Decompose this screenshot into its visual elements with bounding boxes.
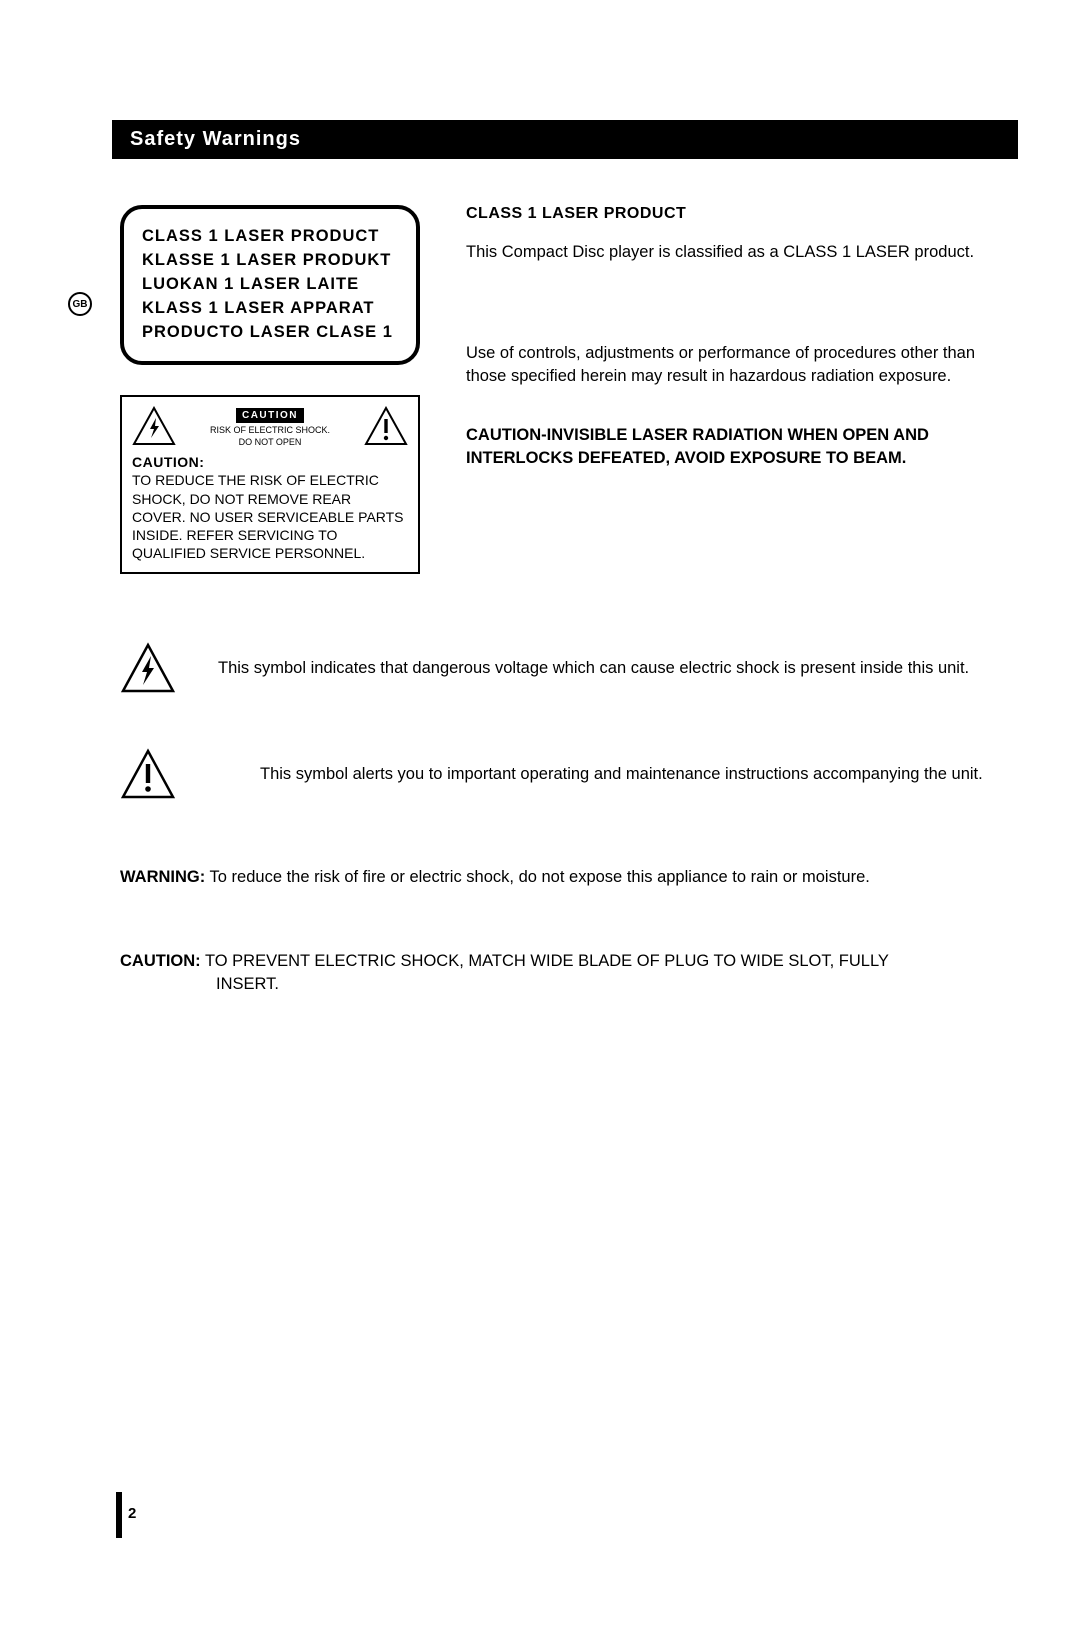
right-text: This Compact Disc player is classified a… <box>466 241 1018 264</box>
header-title: Safety Warnings <box>130 128 301 150</box>
use-of-controls-text: Use of controls, adjustments or performa… <box>466 342 1018 388</box>
page-number-bar <box>116 1492 122 1538</box>
caution-mid-text-1: RISK OF ELECTRIC SHOCK. <box>186 425 354 435</box>
right-column: CLASS 1 LASER PRODUCT This Compact Disc … <box>466 205 1018 574</box>
caution-mid-label: CAUTION <box>236 408 304 423</box>
laser-line: CLASS 1 LASER PRODUCT <box>142 225 398 249</box>
language-badge: GB <box>68 292 92 316</box>
right-title: CLASS 1 LASER PRODUCT <box>466 205 1018 223</box>
exclaim-symbol-text: This symbol alerts you to important oper… <box>218 763 983 785</box>
laser-line: PRODUCTO LASER CLASE 1 <box>142 321 398 345</box>
laser-line: LUOKAN 1 LASER LAITE <box>142 273 398 297</box>
caution-row: CAUTION RISK OF ELECTRIC SHOCK. DO NOT O… <box>132 405 408 448</box>
caution-body-label: CAUTION: <box>132 454 204 470</box>
laser-line: KLASSE 1 LASER PRODUKT <box>142 249 398 273</box>
bolt-triangle-icon <box>132 406 176 446</box>
laser-class-box: CLASS 1 LASER PRODUCT KLASSE 1 LASER PRO… <box>120 205 420 365</box>
caution-final-body: TO PREVENT ELECTRIC SHOCK, MATCH WIDE BL… <box>201 952 889 970</box>
exclaim-triangle-icon <box>120 748 176 800</box>
caution-panel: CAUTION RISK OF ELECTRIC SHOCK. DO NOT O… <box>120 395 420 575</box>
caution-final-label: CAUTION: <box>120 952 201 970</box>
bolt-triangle-icon <box>120 642 176 694</box>
caution-body-text: TO REDUCE THE RISK OF ELECTRIC SHOCK, DO… <box>132 472 404 561</box>
two-column-layout: CLASS 1 LASER PRODUCT KLASSE 1 LASER PRO… <box>120 205 1018 574</box>
caution-mid-text-2: DO NOT OPEN <box>186 437 354 447</box>
content: CLASS 1 LASER PRODUCT KLASSE 1 LASER PRO… <box>120 205 1018 996</box>
header-bar: Safety Warnings <box>112 120 1018 159</box>
page-number: 2 <box>116 1488 136 1538</box>
symbol-row-exclaim: This symbol alerts you to important oper… <box>120 748 1018 800</box>
warning-text: WARNING: To reduce the risk of fire or e… <box>120 866 1018 889</box>
left-column: CLASS 1 LASER PRODUCT KLASSE 1 LASER PRO… <box>120 205 420 574</box>
caution-body: CAUTION: TO REDUCE THE RISK OF ELECTRIC … <box>132 453 408 562</box>
warning-label: WARNING: <box>120 868 205 886</box>
caution-laser-text: CAUTION-INVISIBLE LASER RADIATION WHEN O… <box>466 424 1018 470</box>
laser-line: KLASS 1 LASER APPARAT <box>142 297 398 321</box>
language-badge-text: GB <box>73 299 88 310</box>
symbol-row-bolt: This symbol indicates that dangerous vol… <box>120 642 1018 694</box>
caution-mid: CAUTION RISK OF ELECTRIC SHOCK. DO NOT O… <box>186 405 354 448</box>
caution-final-body-2: INSERT. <box>120 973 1018 996</box>
exclaim-triangle-icon <box>364 406 408 446</box>
bolt-symbol-text: This symbol indicates that dangerous vol… <box>218 657 969 679</box>
page-number-text: 2 <box>128 1505 136 1522</box>
warning-body: To reduce the risk of fire or electric s… <box>205 868 870 886</box>
caution-final: CAUTION: TO PREVENT ELECTRIC SHOCK, MATC… <box>120 950 1018 996</box>
